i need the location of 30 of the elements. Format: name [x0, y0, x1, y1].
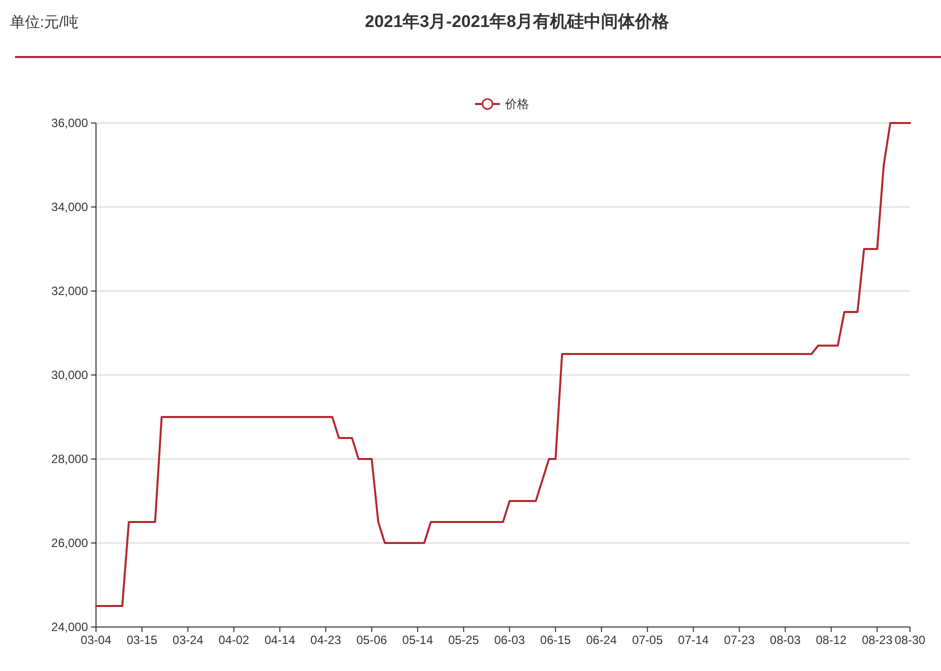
- x-tick-label: 07-05: [632, 633, 664, 647]
- x-tick-label: 05-25: [448, 633, 480, 647]
- x-tick-label: 03-15: [126, 633, 158, 647]
- y-tick-label: 26,000: [51, 536, 88, 550]
- x-tick-label: 04-14: [264, 633, 296, 647]
- text: 单位:元/吨: [10, 14, 78, 31]
- x-tick-label: 08-30: [894, 633, 926, 647]
- x-tick-label: 06-03: [494, 633, 526, 647]
- y-tick-label: 24,000: [51, 620, 88, 634]
- x-tick-label: 04-23: [310, 633, 342, 647]
- x-tick-label: 08-03: [770, 633, 801, 647]
- y-tick-label: 36,000: [51, 116, 88, 130]
- x-tick-label: 06-15: [540, 633, 572, 647]
- line-series: [95, 122, 911, 607]
- x-tick-label: 08-12: [816, 633, 847, 647]
- y-tick-label: 34,000: [51, 200, 88, 214]
- chart-title: 2021年3月-2021年8月有机硅中间体价格: [364, 12, 670, 31]
- x-tick-label: 03-04: [80, 633, 112, 647]
- x-tick-label: 08-23: [862, 633, 893, 647]
- x-tick-label: 05-14: [402, 633, 434, 647]
- x-tick-label: 07-23: [724, 633, 755, 647]
- y-tick-label: 32,000: [51, 284, 88, 298]
- x-tick-label: 03-24: [172, 633, 204, 647]
- x-tick-label: 05-06: [356, 633, 388, 647]
- x-tick-label: 06-24: [586, 633, 618, 647]
- x-tick-label: 04-02: [218, 633, 250, 647]
- y-tick-label: 30,000: [51, 368, 88, 382]
- legend-label: 价格: [504, 97, 529, 111]
- y-tick-label: 28,000: [51, 452, 88, 466]
- x-tick-label: 07-14: [678, 633, 710, 647]
